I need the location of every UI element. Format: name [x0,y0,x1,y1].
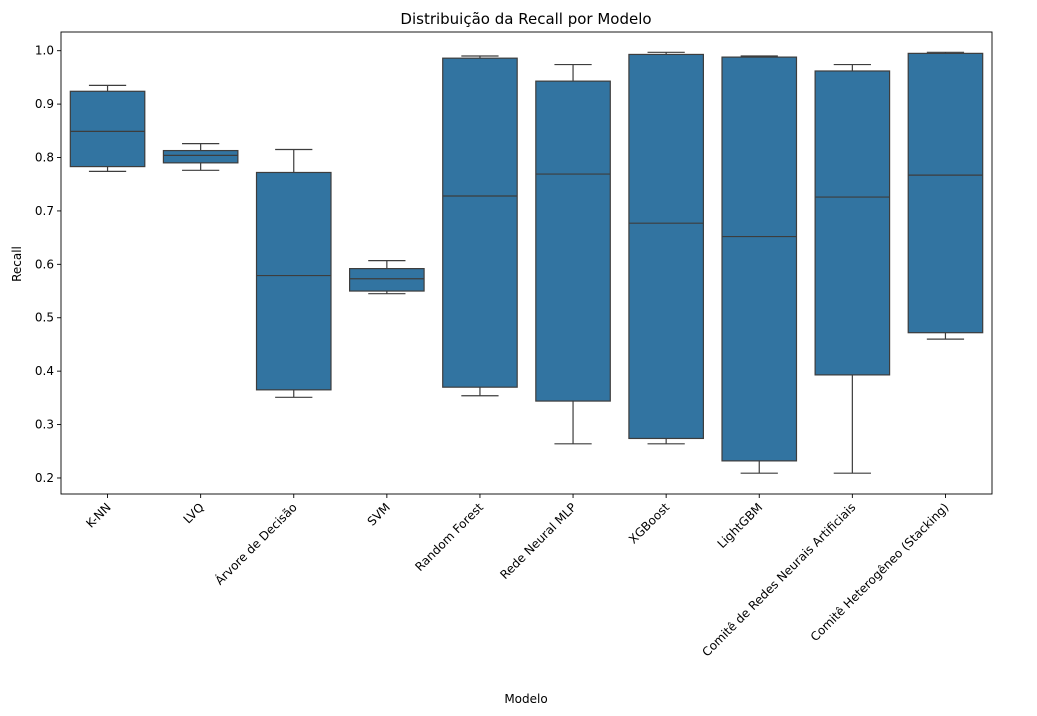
y-tick-label: 0.6 [35,257,54,271]
chart-title: Distribuição da Recall por Modelo [400,10,651,28]
box-2 [162,149,239,164]
x-tick-label: K-NN [83,500,113,530]
x-tick-label: LVQ [181,500,207,526]
plot-frame [60,31,993,495]
box-1 [69,90,146,168]
box-5 [442,57,518,388]
x-tick-label: LightGBM [715,500,766,551]
box-8 [721,56,798,462]
x-tick-label: XGBoost [626,500,672,546]
y-tick-label: 0.3 [35,418,54,432]
box-6 [535,80,611,402]
y-tick-label: 1.0 [35,44,54,58]
y-tick-label: 0.7 [35,204,54,218]
y-tick-label: 0.5 [35,311,54,325]
x-tick-label: SVM [365,500,393,528]
y-tick-label: 0.8 [35,151,54,165]
box-4 [349,268,425,292]
x-tick-label: Comitê de Redes Neurais Artificiais [699,500,858,659]
box-7 [628,53,704,440]
y-axis-label: Recall [10,246,24,282]
plot-area: 0.2 0.3 0.4 0.5 0.6 0.7 0.8 0.9 1.0 K-NN LVQ Árvore… [35,31,993,659]
x-tick-label: Random Forest [412,500,486,574]
y-tick-label: 0.2 [35,471,54,485]
box-10 [907,52,984,334]
x-tick-label: Árvore de Decisão [212,500,300,588]
box-9 [814,70,891,376]
x-tick-label: Rede Neural MLP [497,500,579,582]
box-3 [255,171,332,391]
y-tick-label: 0.4 [35,364,54,378]
x-axis-label: Modelo [504,692,547,706]
y-tick-label: 0.9 [35,97,54,111]
